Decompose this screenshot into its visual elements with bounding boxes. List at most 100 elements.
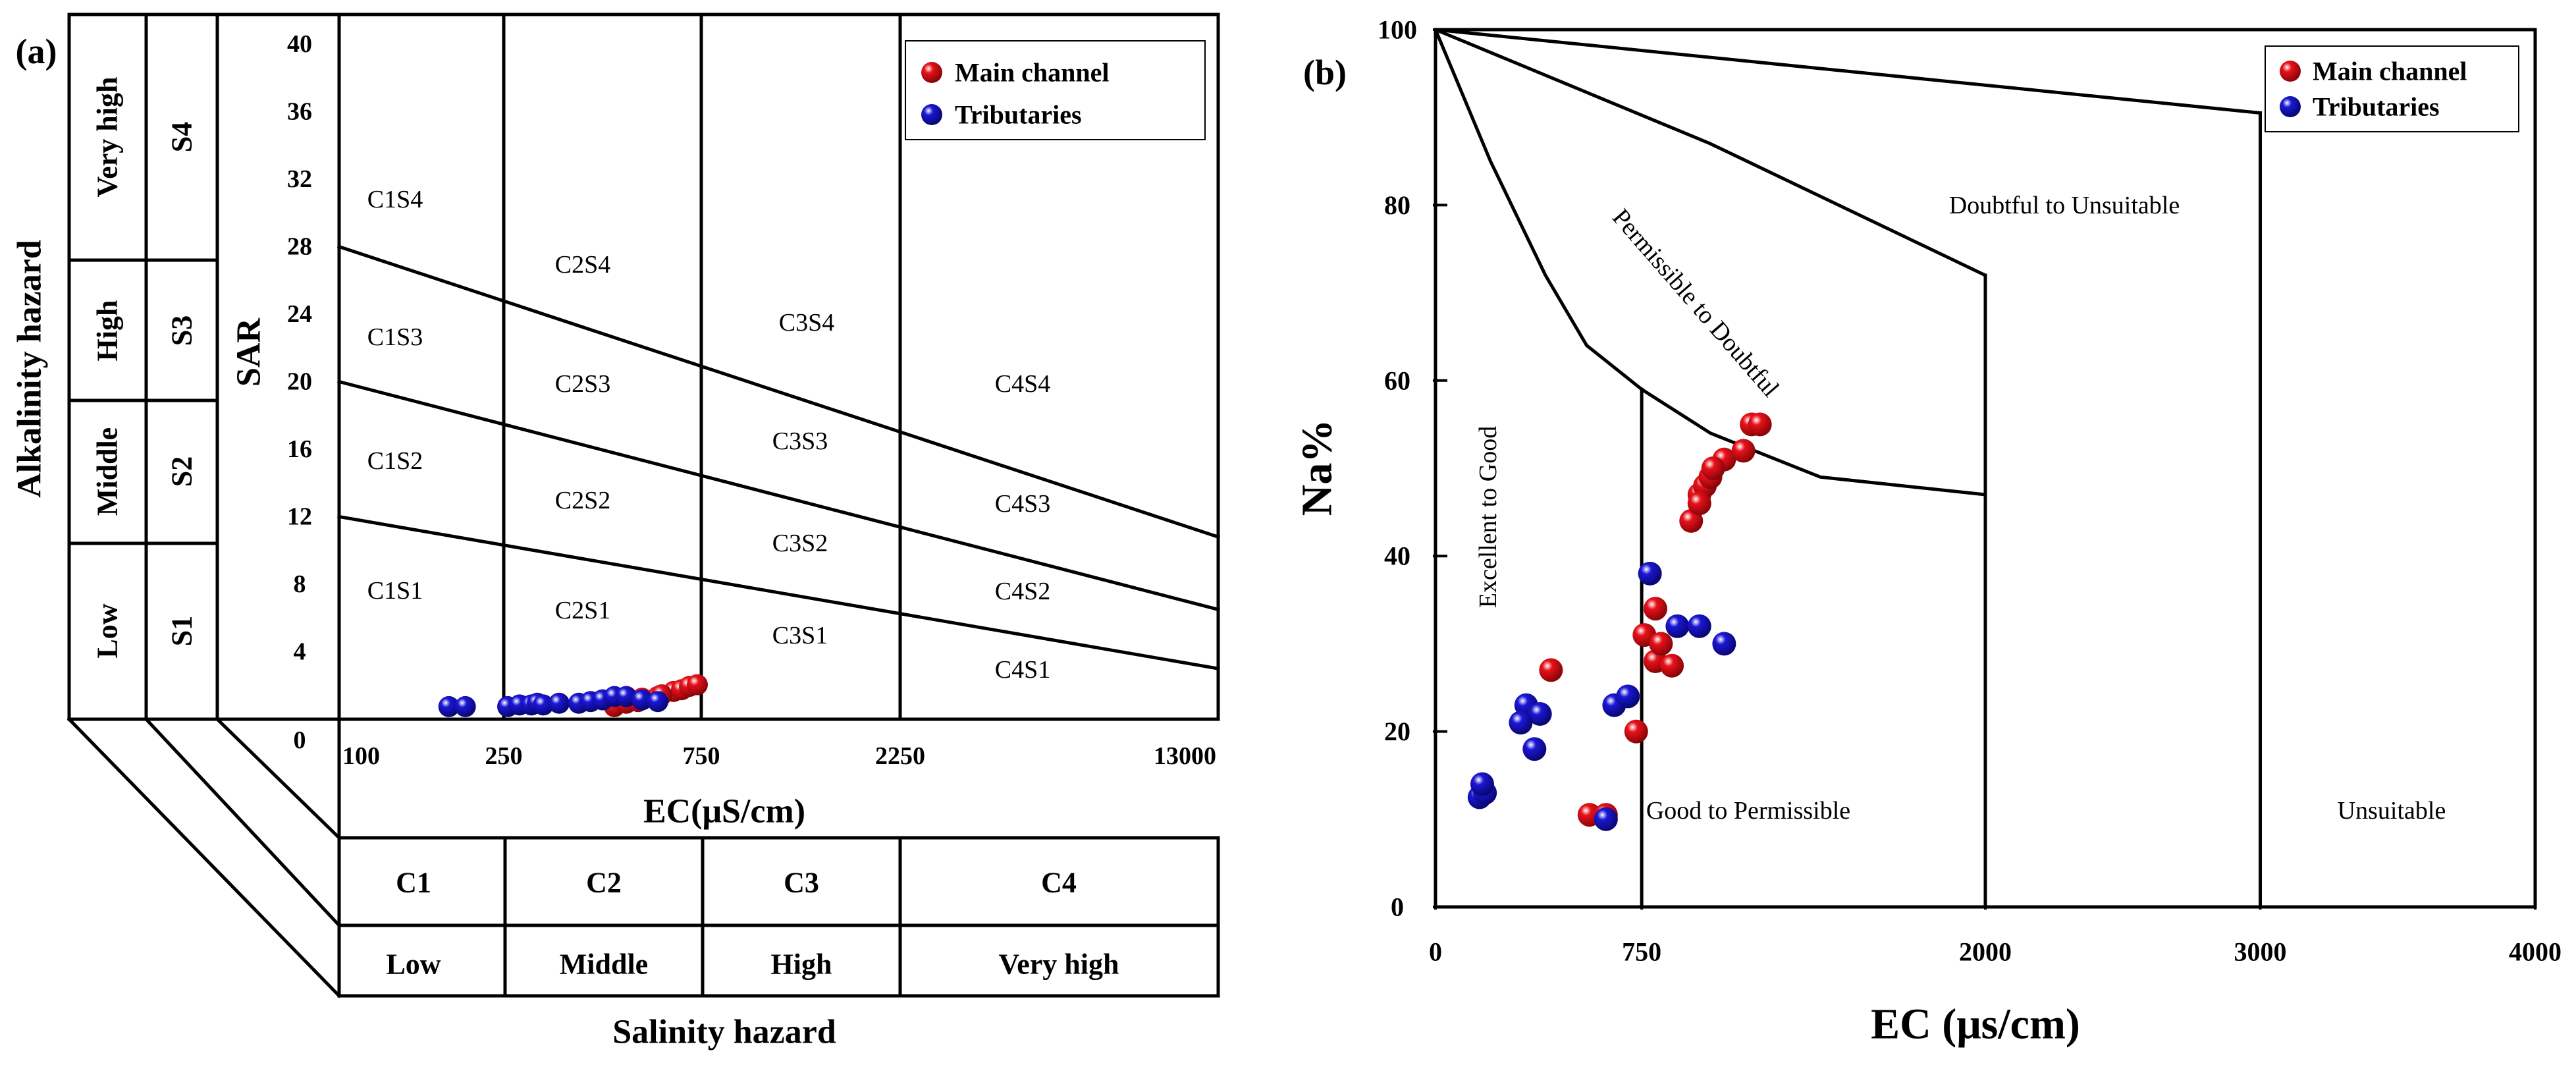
sar-tick-label: 24 (287, 300, 312, 328)
region-label-unsuitable: Unsuitable (2338, 797, 2446, 825)
na-axis-title: Na% (1293, 420, 1341, 516)
ec-axis-title: EC(μS/cm) (643, 793, 805, 831)
point-b-tributaries (1528, 701, 1552, 726)
alkalinity-class-name: Very high (92, 77, 124, 198)
na-tick-label: 60 (1384, 366, 1410, 395)
point-b-main-channel (1701, 456, 1725, 480)
point-b-tributaries (1712, 632, 1736, 656)
sar-tick-label: 32 (287, 165, 312, 193)
legend-a-label: Tributaries (955, 100, 1082, 130)
ec-tick-label: 250 (485, 742, 523, 770)
region-label-C1S1: C1S1 (367, 577, 423, 605)
region-label-C4S3: C4S3 (995, 490, 1050, 518)
alkalinity-class-code: S4 (166, 122, 198, 152)
ecb-tick-label: 2000 (1959, 937, 2012, 967)
salinity-hazard-title: Salinity hazard (612, 1014, 836, 1051)
legend-b-marker (2280, 96, 2301, 117)
salinity-class-code: C1 (396, 867, 431, 899)
sar-boundary-line (337, 514, 1220, 671)
sar-tick-label: 40 (287, 30, 312, 58)
region-label-C1S4: C1S4 (367, 186, 423, 213)
region-label-good-permissible: Good to Permissible (1646, 797, 1850, 825)
region-label-C1S3: C1S3 (367, 323, 423, 351)
panel-a-frame (67, 13, 1220, 721)
region-label-excellent: Excellent to Good (1474, 426, 1502, 608)
point-b-main-channel (1687, 491, 1711, 516)
region-label-C2S3: C2S3 (555, 370, 610, 398)
point-a-tributaries (533, 694, 554, 716)
point-b-tributaries (1665, 614, 1690, 638)
point-b-main-channel (1649, 632, 1673, 656)
salinity-class-code: C4 (1041, 867, 1077, 899)
sar-boundary-line (336, 379, 1221, 612)
region-label-permissible-doubtful: Permissible to Doubtful (1607, 204, 1784, 402)
sar-tick-label: 20 (287, 368, 312, 396)
region-label-C4S1: C4S1 (995, 656, 1050, 684)
ecb-tick-label: 0 (1429, 937, 1442, 967)
perspective-line (144, 717, 342, 928)
region-label-C2S1: C2S1 (555, 597, 610, 624)
legend-b-label: Tributaries (2313, 92, 2440, 122)
sar-tick-label: 8 (294, 570, 306, 598)
ecb-tick-label: 4000 (2509, 937, 2562, 967)
legend-a-label: Main channel (955, 58, 1109, 88)
sar-tick-label: 16 (287, 435, 312, 463)
salinity-class-code: C3 (784, 867, 819, 899)
point-a-main-channel (687, 674, 708, 696)
point-a-tributaries (647, 691, 668, 713)
ecb-tick-label: 750 (1622, 937, 1661, 967)
ecb-axis-title: EC (μs/cm) (1871, 1000, 2080, 1049)
legend-a-frame (905, 40, 1206, 140)
sar-tick-label: 12 (287, 503, 312, 531)
point-b-tributaries (1638, 561, 1662, 586)
region-label-doubtful-unsuitable: Doubtful to Unsuitable (1949, 192, 2180, 219)
legend-b-marker (2280, 61, 2301, 82)
alkalinity-class-name: Low (92, 603, 124, 658)
legend-a-marker (921, 62, 942, 83)
region-label-C3S1: C3S1 (772, 622, 828, 649)
alkalinity-class-name: High (92, 300, 124, 362)
legend-a-marker (921, 104, 942, 125)
ec-tick-label: 13000 (1154, 742, 1216, 770)
na-tick-label: 20 (1384, 717, 1410, 746)
sar-tick-label: 4 (294, 638, 306, 666)
alkalinity-class-code: S2 (166, 456, 198, 487)
salinity-class-name: High (771, 948, 832, 981)
point-b-tributaries (1470, 772, 1494, 796)
sar-tick-label: 0 (294, 726, 306, 754)
ecb-tick-label: 3000 (2234, 937, 2287, 967)
point-a-tributaries (454, 696, 476, 717)
point-b-main-channel (1660, 653, 1684, 678)
ec-tick-label: 100 (342, 742, 380, 770)
point-b-tributaries (1509, 711, 1533, 735)
point-b-main-channel (1748, 412, 1772, 437)
point-b-tributaries (1594, 807, 1618, 831)
point-b-tributaries (1522, 737, 1547, 761)
region-label-C4S4: C4S4 (995, 370, 1050, 398)
boundary-curve-middle (1435, 28, 1987, 277)
na-tick-label: 80 (1384, 190, 1410, 220)
panel-b-label: (b) (1303, 53, 1347, 92)
region-label-C1S2: C1S2 (367, 447, 423, 475)
ec-tick-label: 2250 (875, 742, 925, 770)
na-tick-label: 0 (1391, 892, 1404, 922)
sar-tick-label: 28 (287, 233, 312, 261)
sar-axis-title: SAR (230, 317, 268, 387)
region-label-C2S2: C2S2 (555, 487, 610, 514)
point-b-main-channel (1539, 658, 1563, 682)
point-a-tributaries (631, 689, 653, 711)
salinity-class-name: Low (386, 948, 441, 981)
panel-a-label: (a) (16, 32, 57, 71)
point-b-tributaries (1616, 684, 1640, 709)
sar-tick-label: 36 (287, 98, 312, 126)
salinity-class-code: C2 (586, 867, 622, 899)
alkalinity-class-code: S1 (166, 616, 198, 646)
salinity-class-name: Middle (560, 948, 648, 981)
perspective-line (67, 717, 342, 998)
point-b-main-channel (1624, 719, 1648, 744)
point-a-tributaries (438, 696, 460, 717)
alkalinity-class-name: Middle (92, 427, 124, 516)
region-label-C3S4: C3S4 (779, 309, 834, 337)
